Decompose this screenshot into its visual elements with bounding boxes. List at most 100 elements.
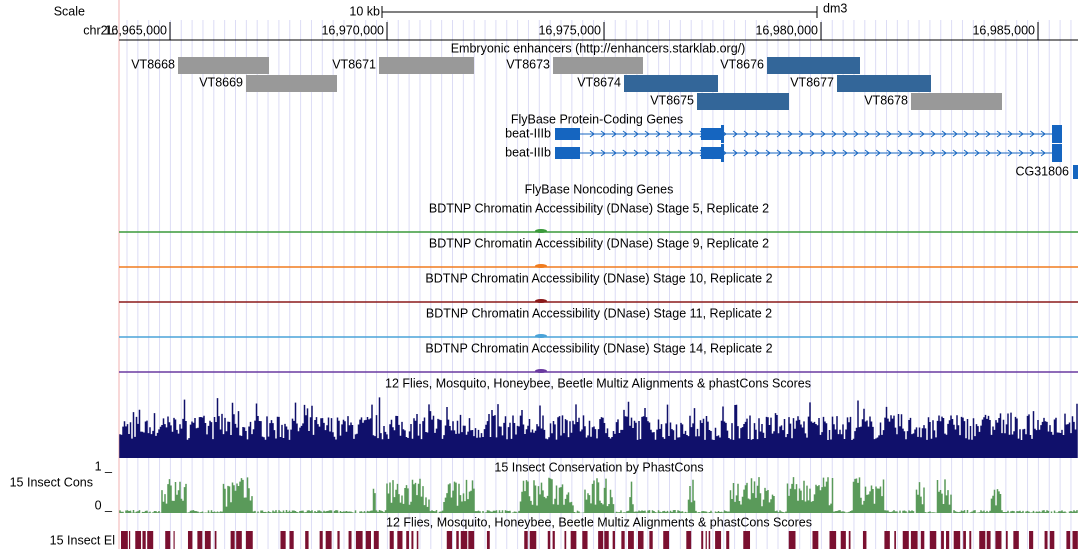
scale-label: Scale — [54, 4, 85, 18]
strand-arrow — [655, 130, 661, 138]
strand-arrow — [919, 130, 925, 138]
strand-arrow — [633, 149, 639, 157]
conserved-element — [812, 531, 819, 549]
track-title: BDTNP Chromatin Accessibility (DNase) St… — [425, 341, 772, 355]
gene-label[interactable]: beat-IIIb — [505, 126, 551, 140]
enhancer-label[interactable]: VT8671 — [332, 57, 376, 71]
enhancer — [178, 57, 269, 74]
strand-arrow — [677, 130, 683, 138]
track-title: FlyBase Protein-Coding Genes — [511, 112, 683, 126]
conserved-element — [995, 531, 1002, 549]
dnase-peak — [535, 264, 547, 268]
strand-arrow — [743, 130, 749, 138]
conserved-element — [705, 531, 707, 549]
axis-label: 0 _ — [95, 498, 113, 512]
strand-arrow — [611, 149, 617, 157]
enhancer — [246, 75, 337, 92]
strand-arrow — [985, 130, 991, 138]
strand-arrow — [1029, 149, 1035, 157]
exon — [1073, 165, 1078, 179]
gene-label[interactable]: CG31806 — [1015, 164, 1069, 178]
enhancer-label[interactable]: VT8674 — [577, 75, 621, 89]
strand-arrow — [875, 149, 881, 157]
strand-arrow — [853, 130, 859, 138]
strand-arrow — [952, 149, 958, 157]
enhancer-label[interactable]: VT8675 — [650, 93, 694, 107]
conserved-element — [197, 531, 203, 549]
conserved-element — [245, 531, 253, 549]
conserved-element — [840, 531, 846, 549]
ruler-label: 16,980,000 — [755, 23, 818, 37]
strand-arrow — [776, 149, 782, 157]
conserved-element — [416, 531, 419, 549]
conserved-element — [986, 531, 991, 549]
strand-arrow — [875, 130, 881, 138]
strand-arrow — [842, 149, 848, 157]
strand-arrow — [1007, 130, 1013, 138]
track-title: BDTNP Chromatin Accessibility (DNase) St… — [426, 306, 772, 320]
strand-arrow — [941, 130, 947, 138]
axis-label: 1 _ — [95, 459, 113, 473]
enhancer-label[interactable]: VT8676 — [720, 57, 764, 71]
strand-arrow — [996, 149, 1002, 157]
strand-arrow — [677, 149, 683, 157]
gene-label[interactable]: beat-IIIb — [505, 145, 551, 159]
enhancer-label[interactable]: VT8673 — [506, 57, 550, 71]
exon — [701, 128, 722, 140]
strand-arrow — [622, 130, 628, 138]
strand-arrow — [809, 130, 815, 138]
strand-arrow — [644, 149, 650, 157]
strand-arrow — [1029, 130, 1035, 138]
track-title: BDTNP Chromatin Accessibility (DNase) St… — [425, 271, 772, 285]
phastcons-wiggle — [119, 477, 1078, 513]
conserved-element — [348, 531, 352, 549]
track-title: Embryonic enhancers (http://enhancers.st… — [451, 41, 746, 55]
conserved-element — [365, 531, 372, 549]
ruler-label: 16,985,000 — [972, 23, 1035, 37]
conserved-element — [325, 531, 332, 549]
strand-arrow — [1018, 130, 1024, 138]
exon — [555, 128, 580, 140]
conserved-element — [902, 531, 909, 549]
strand-arrow — [688, 130, 694, 138]
exon — [721, 125, 724, 143]
conserved-element — [612, 531, 615, 549]
strand-arrow — [974, 149, 980, 157]
conserved-element — [743, 531, 751, 549]
conserved-element — [236, 531, 242, 549]
conserved-element — [142, 531, 146, 549]
dnase-peak — [535, 299, 547, 303]
enhancer — [624, 75, 718, 92]
track-title: FlyBase Noncoding Genes — [525, 182, 674, 196]
conserved-element — [708, 531, 711, 549]
strand-arrow — [919, 149, 925, 157]
enhancer — [837, 75, 931, 92]
exon — [721, 144, 724, 162]
strand-arrow — [831, 130, 837, 138]
strand-arrow — [633, 130, 639, 138]
conserved-element — [337, 531, 340, 549]
strand-arrow — [600, 149, 606, 157]
conserved-element — [862, 531, 867, 549]
conserved-element — [355, 531, 363, 549]
exon — [555, 147, 580, 159]
enhancer-label[interactable]: VT8668 — [131, 57, 175, 71]
conserved-element — [529, 531, 537, 549]
strand-arrow — [600, 130, 606, 138]
enhancer-label[interactable]: VT8678 — [864, 93, 908, 107]
conserved-element — [963, 531, 966, 549]
strand-arrow — [754, 130, 760, 138]
conserved-element — [389, 531, 394, 549]
conserved-element — [979, 531, 986, 549]
conserved-element — [686, 531, 692, 549]
strand-arrow — [787, 149, 793, 157]
enhancer-label[interactable]: VT8669 — [199, 75, 243, 89]
conserved-element — [1072, 531, 1078, 549]
conserved-element — [701, 531, 704, 549]
strand-arrow — [798, 149, 804, 157]
enhancer-label[interactable]: VT8677 — [790, 75, 834, 89]
exon — [1052, 125, 1062, 143]
conserved-element — [848, 531, 851, 549]
conserved-element — [552, 531, 555, 549]
